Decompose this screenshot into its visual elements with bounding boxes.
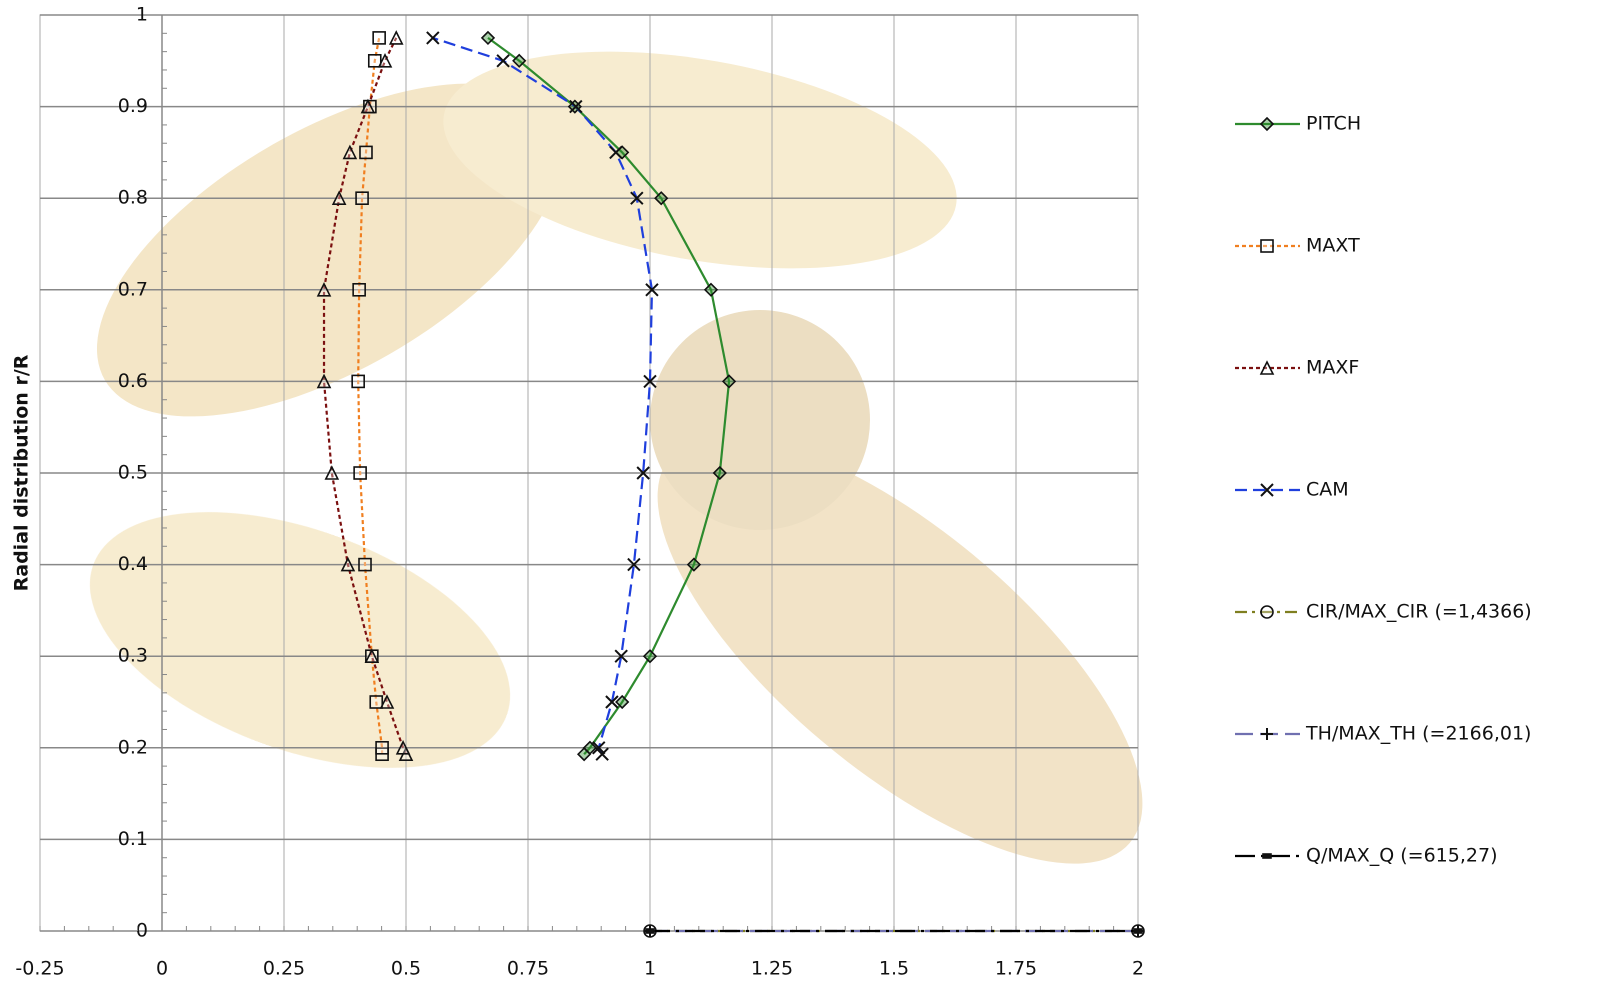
marker <box>373 32 385 44</box>
x-tick-label: 0.25 <box>263 958 305 980</box>
x-tick-label: 1.75 <box>995 958 1037 980</box>
marker <box>356 192 368 204</box>
y-tick-label: 0.3 <box>118 645 148 667</box>
y-tick-label: 0.8 <box>118 187 148 209</box>
x-tick-label: 0.75 <box>507 958 549 980</box>
marker <box>427 32 439 44</box>
x-tick-label: 2 <box>1132 958 1144 980</box>
y-tick-label: 0.9 <box>118 95 148 117</box>
legend-label: TH/MAX_TH (=2166,01) <box>1305 723 1531 745</box>
y-tick-label: 0.2 <box>118 736 148 758</box>
marker <box>644 650 656 662</box>
marker <box>497 55 509 67</box>
marker <box>352 375 364 387</box>
marker <box>376 742 388 754</box>
marker <box>1261 728 1273 740</box>
x-tick-label: 0 <box>156 958 168 980</box>
legend-label: CAM <box>1306 479 1349 501</box>
legend-label: PITCH <box>1306 113 1361 135</box>
legend-label: CIR/MAX_CIR (=1,4366) <box>1306 601 1532 623</box>
marker <box>354 467 366 479</box>
x-tick-label: 1.5 <box>879 958 909 980</box>
marker <box>359 559 371 571</box>
legend-label: MAXF <box>1306 357 1359 379</box>
marker <box>370 696 382 708</box>
marker <box>1261 240 1273 252</box>
legend-label: Q/MAX_Q (=615,27) <box>1306 845 1497 867</box>
y-tick-label: 0.7 <box>118 278 148 300</box>
marker <box>353 284 365 296</box>
y-tick-label: 0.6 <box>118 370 148 392</box>
marker <box>1134 929 1142 933</box>
y-tick-label: 0.1 <box>118 828 148 850</box>
marker <box>369 55 381 67</box>
marker <box>646 929 654 933</box>
marker <box>705 284 717 296</box>
marker <box>390 32 402 44</box>
marker <box>1263 854 1271 858</box>
y-axis-title: Radial distribution r/R <box>11 354 33 591</box>
x-tick-label: 0.5 <box>391 958 421 980</box>
y-tick-label: 0.4 <box>118 553 148 575</box>
x-tick-label: 1.25 <box>751 958 793 980</box>
x-tick-label: 1 <box>644 958 656 980</box>
y-tick-label: 1 <box>136 4 148 26</box>
marker <box>1261 606 1273 618</box>
chart: Radial distribution r/R -0.25 0 0.25 0.5 0.7… <box>0 0 1607 1002</box>
marker <box>360 146 372 158</box>
x-tick-label: -0.25 <box>15 958 64 980</box>
marker <box>1261 118 1273 130</box>
legend-label: MAXT <box>1306 235 1360 257</box>
y-tick-label: 0.5 <box>118 462 148 484</box>
